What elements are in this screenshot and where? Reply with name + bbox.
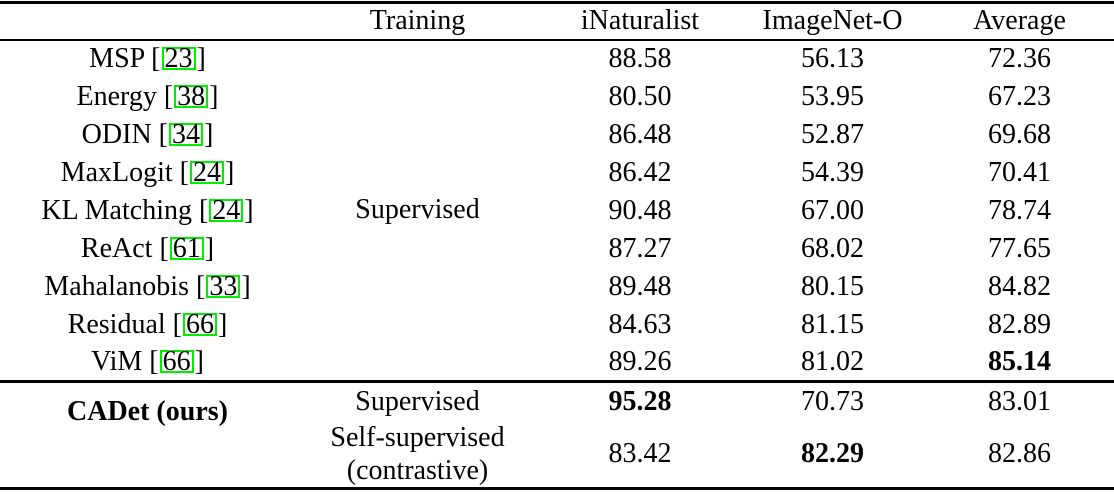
cadet-row: Self-supervised (contrastive) 83.42 82.29 82… [0, 421, 1114, 489]
inaturalist-value: 88.58 [608, 43, 672, 74]
baseline-row: KL Matching [24] 90.48 67.00 78.74 [0, 192, 1114, 230]
inaturalist-value: 83.42 [608, 437, 672, 469]
header-average: Average [973, 5, 1066, 37]
average-value: 82.86 [988, 437, 1051, 469]
method-cell: ViM [66] [91, 345, 204, 377]
cadet-training-cell: Self-supervised (contrastive) [330, 421, 505, 486]
cadet-row: CADet (ours) Supervised 95.28 70.73 83.01 [0, 382, 1114, 427]
method-cell: Mahalanobis [33] [44, 270, 251, 302]
average-value: 69.68 [988, 118, 1051, 150]
imagenet-o-value: 54.39 [801, 156, 864, 188]
imagenet-o-value: 81.15 [801, 308, 864, 340]
header-imagenet-o: ImageNet-O [762, 5, 903, 37]
average-value: 78.74 [988, 194, 1051, 226]
baseline-row: ViM [66] 89.26 81.02 85.14 [0, 344, 1114, 382]
ood-results-table: Training iNaturalist ImageNet-O Average … [0, 1, 1114, 490]
imagenet-o-value: 82.29 [801, 437, 864, 469]
method-cell: MSP [23] [89, 43, 206, 74]
average-value: 85.14 [988, 345, 1051, 377]
citation-link[interactable]: 23 [161, 45, 196, 73]
inaturalist-value: 95.28 [608, 385, 672, 417]
baseline-row: ODIN [34] 86.48 52.87 69.68 [0, 116, 1114, 154]
baseline-row: MSP [23] Supervised 88.58 56.13 72.36 [0, 40, 1114, 225]
header-inaturalist: iNaturalist [580, 5, 700, 37]
header-training: Training [369, 5, 466, 37]
inaturalist-value: 84.63 [608, 308, 672, 340]
header-method [0, 3, 295, 40]
average-value: 67.23 [988, 80, 1051, 112]
baseline-row: Energy [38] 80.50 53.95 67.23 [0, 78, 1114, 116]
imagenet-o-value: 52.87 [801, 118, 864, 150]
citation-link[interactable]: 66 [182, 310, 217, 338]
citation-link[interactable]: 24 [189, 158, 224, 186]
imagenet-o-value: 80.15 [801, 270, 864, 302]
header-row: Training iNaturalist ImageNet-O Average [0, 3, 1114, 40]
average-value: 72.36 [988, 43, 1051, 74]
imagenet-o-value: 81.02 [801, 345, 864, 377]
method-cell: ODIN [34] [81, 118, 214, 150]
baseline-row: ReAct [61] 87.27 68.02 77.65 [0, 230, 1114, 268]
inaturalist-value: 89.26 [608, 345, 672, 377]
method-cell: MaxLogit [24] [60, 156, 235, 188]
inaturalist-value: 86.42 [608, 156, 672, 188]
average-value: 70.41 [988, 156, 1051, 188]
average-value: 84.82 [988, 270, 1051, 302]
cadet-training-cell: Supervised [355, 385, 480, 417]
citation-link[interactable]: 24 [209, 196, 244, 224]
citation-link[interactable]: 34 [168, 120, 203, 148]
cadet-method-cell: CADet (ours) [67, 396, 228, 427]
inaturalist-value: 89.48 [608, 270, 672, 302]
citation-link[interactable]: 61 [169, 234, 204, 262]
imagenet-o-value: 56.13 [801, 43, 864, 74]
method-cell: Residual [66] [67, 308, 228, 340]
inaturalist-value: 86.48 [608, 118, 672, 150]
citation-link[interactable]: 38 [174, 82, 209, 110]
inaturalist-value: 87.27 [608, 232, 672, 264]
citation-link[interactable]: 33 [206, 272, 241, 300]
training-cell-supervised: Supervised [355, 194, 480, 226]
citation-link[interactable]: 66 [159, 347, 194, 375]
method-cell: Energy [38] [76, 80, 219, 112]
imagenet-o-value: 53.95 [801, 80, 864, 112]
imagenet-o-value: 67.00 [801, 194, 864, 226]
inaturalist-value: 80.50 [608, 80, 672, 112]
method-cell: ReAct [61] [80, 232, 215, 264]
average-value: 82.89 [988, 308, 1051, 340]
imagenet-o-value: 68.02 [801, 232, 864, 264]
average-value: 83.01 [988, 385, 1051, 417]
average-value: 77.65 [988, 232, 1051, 264]
method-cell: KL Matching [24] [41, 194, 254, 226]
baseline-row: Mahalanobis [33] 89.48 80.15 84.82 [0, 268, 1114, 306]
imagenet-o-value: 70.73 [801, 385, 864, 417]
inaturalist-value: 90.48 [608, 194, 672, 226]
baseline-row: Residual [66] 84.63 81.15 82.89 [0, 306, 1114, 344]
baseline-row: MaxLogit [24] 86.42 54.39 70.41 [0, 154, 1114, 192]
